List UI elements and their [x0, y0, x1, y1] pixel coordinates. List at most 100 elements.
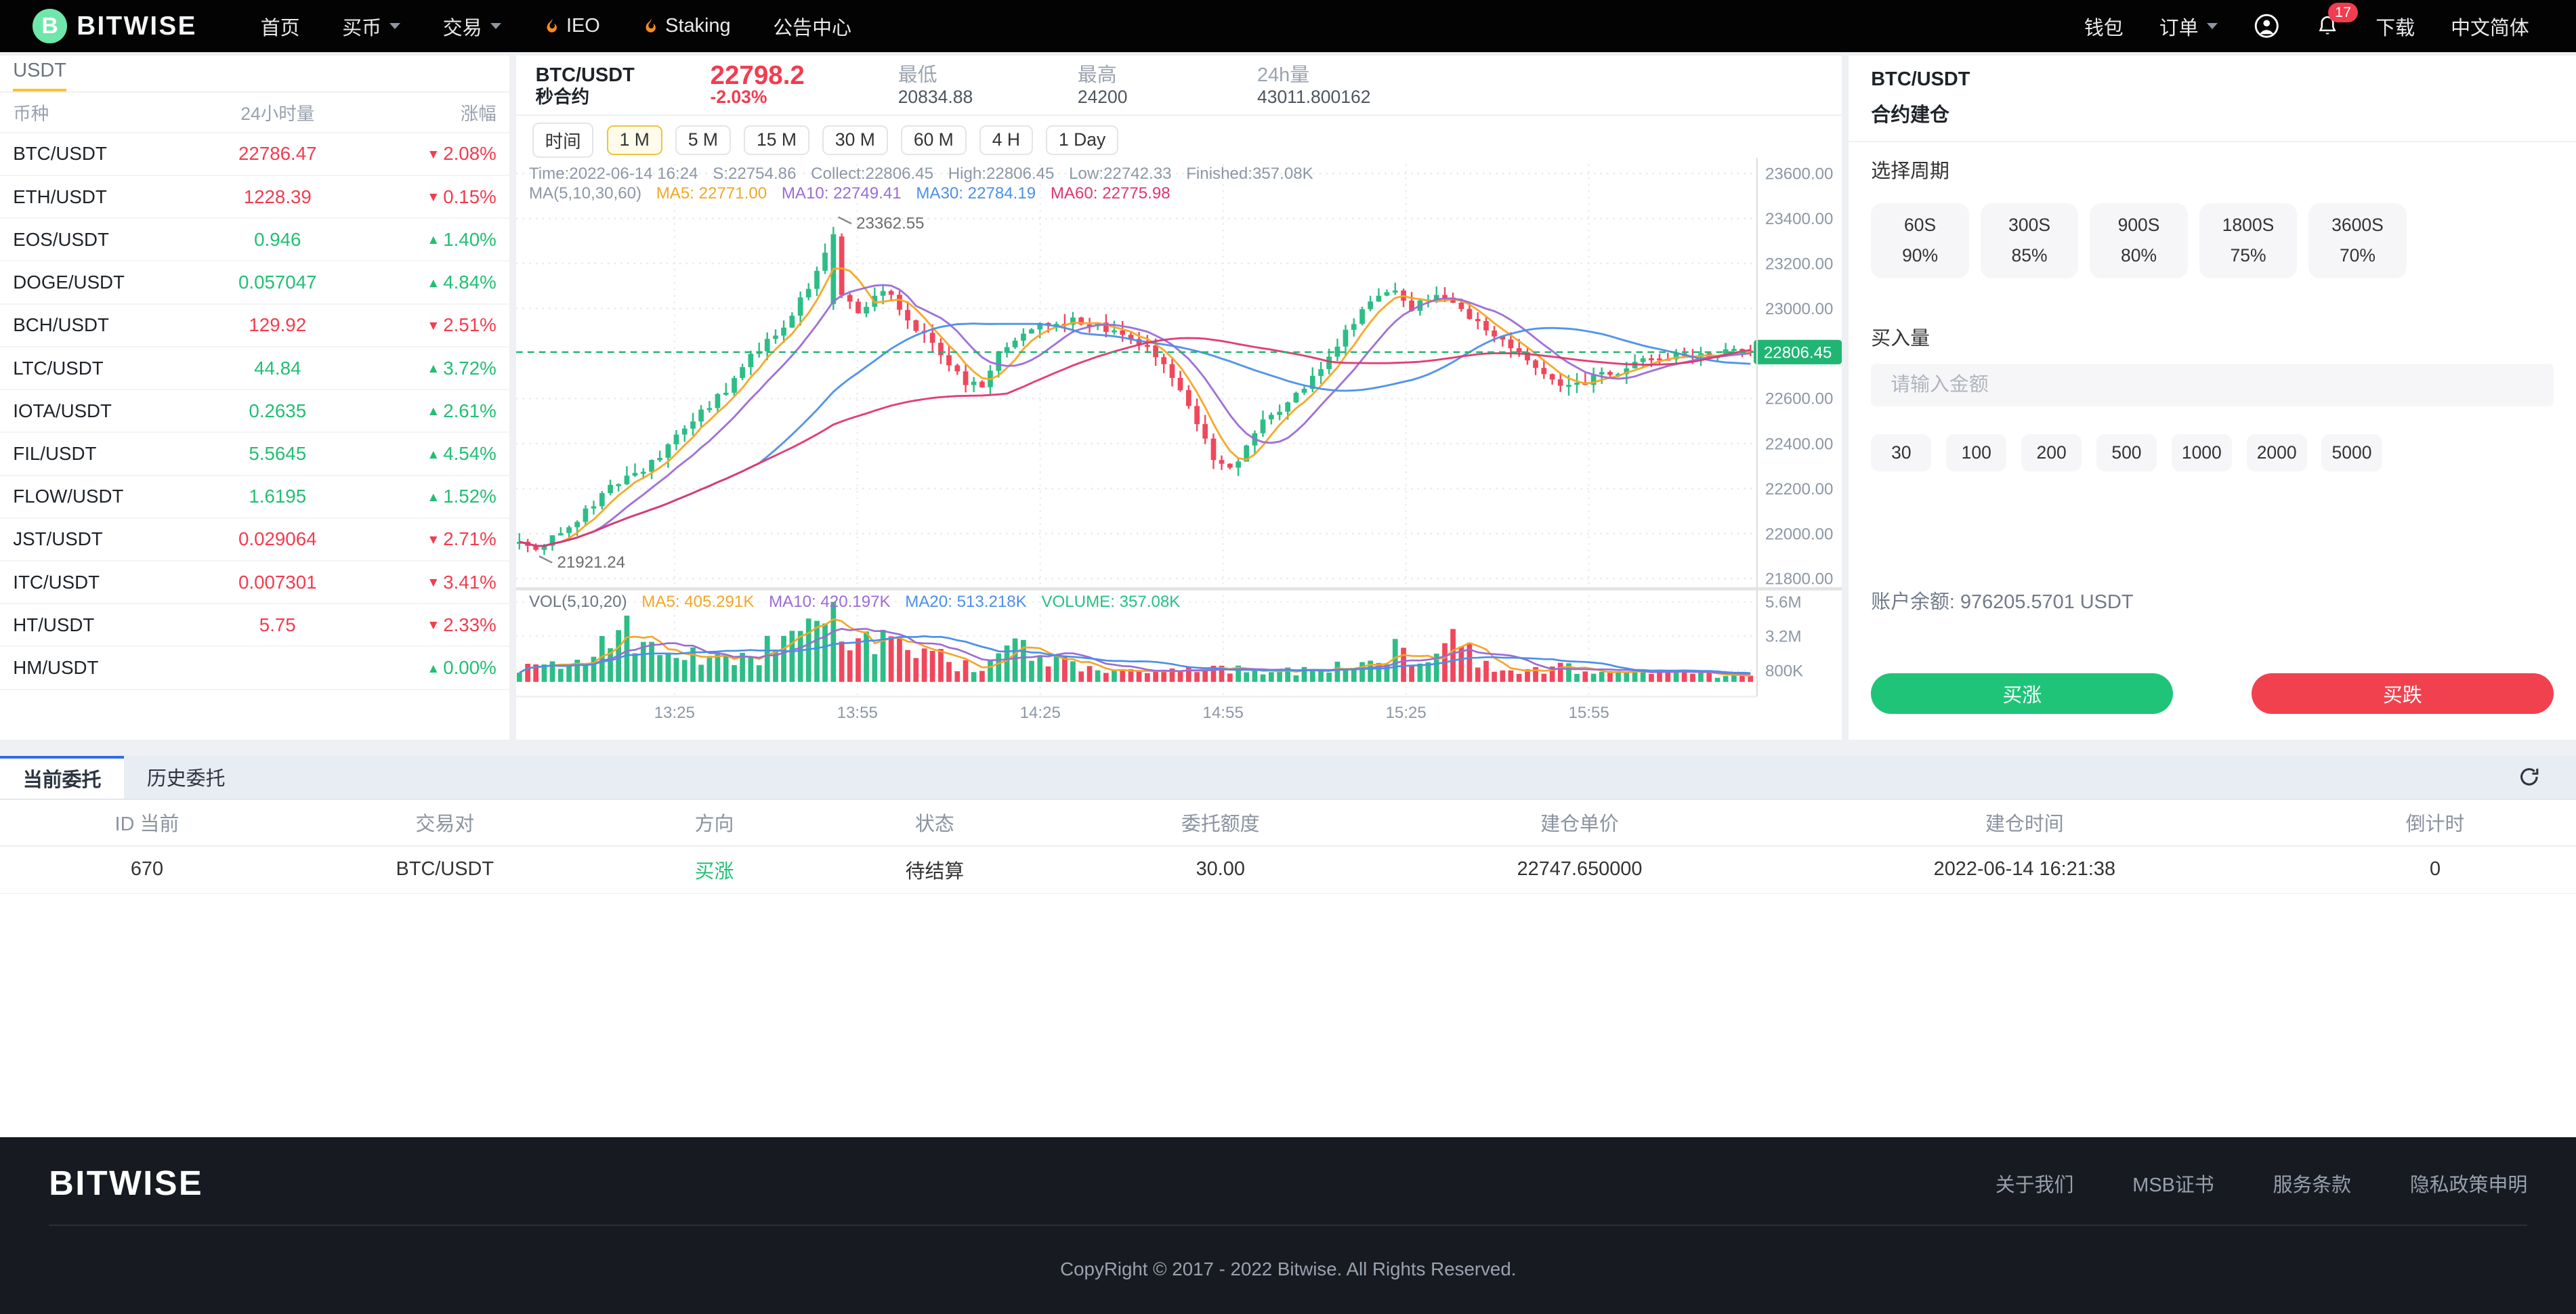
user-avatar-button[interactable] [2254, 13, 2280, 39]
user-icon [2254, 14, 2279, 39]
pair-change: ▲ 1.40% [427, 228, 497, 250]
footer-links: 关于我们 MSB证书 服务条款 隐私政策申明 [1996, 1169, 2527, 1198]
pair-name: ETH/USDT [13, 186, 107, 207]
nav-item-ieo[interactable]: IEO [543, 15, 600, 37]
amount-chip-2000[interactable]: 2000 [2246, 433, 2307, 472]
market-row-fil[interactable]: FIL/USDT 5.5645 ▲ 4.54% [0, 433, 510, 476]
tab-usdt[interactable]: USDT [13, 60, 66, 91]
market-row-eth[interactable]: ETH/USDT 1228.39 ▼ 0.15% [0, 176, 510, 219]
market-row-ltc[interactable]: LTC/USDT 44.84 ▲ 3.72% [0, 347, 510, 391]
nav-item-staking[interactable]: Staking [642, 15, 731, 37]
market-row-btc[interactable]: BTC/USDT 22786.47 ▼ 2.08% [0, 133, 510, 177]
svg-text:22200.00: 22200.00 [1765, 480, 1834, 499]
pair-change: ▲ 0.00% [427, 657, 497, 679]
interval-1m[interactable]: 1 M [606, 125, 662, 156]
market-row-doge[interactable]: DOGE/USDT 0.057047 ▲ 4.84% [0, 261, 510, 305]
chart-header: BTC/USDT 秒合约 22798.2 -2.03% 最低 20834.88 … [515, 56, 1842, 116]
amount-chip-500[interactable]: 500 [2096, 433, 2157, 472]
interval-5m[interactable]: 5 M [675, 125, 731, 156]
order-col-4: 委托额度 [1181, 813, 1260, 836]
amount-chip-200[interactable]: 200 [2021, 433, 2082, 472]
order-cell-5: 22747.650000 [1517, 858, 1643, 881]
triangle-down-icon: ▼ [427, 618, 440, 633]
refresh-button[interactable] [2518, 765, 2541, 788]
footer-link-1[interactable]: MSB证书 [2132, 1174, 2214, 1196]
market-row-flow[interactable]: FLOW/USDT 1.6195 ▲ 1.52% [0, 476, 510, 519]
price-change-pct: -2.03% [710, 86, 767, 107]
triangle-up-icon: ▲ [427, 233, 440, 248]
pair-volume: 0.946 [254, 228, 301, 250]
interval-30m[interactable]: 30 M [822, 125, 888, 156]
chart-card: BTC/USDT 秒合约 22798.2 -2.03% 最低 20834.88 … [515, 55, 1842, 740]
nav-item-wallet[interactable]: 钱包 [2084, 17, 2124, 39]
buy-up-button[interactable]: 买涨 [1871, 673, 2174, 714]
triangle-down-icon: ▼ [427, 148, 440, 162]
order-cell-2: 买涨 [694, 860, 734, 883]
volume-legend: VOL(5,10,20) MA5: 405.291K MA10: 420.197K M… [528, 592, 1181, 611]
low-label: 最低 [898, 64, 937, 87]
24h-volume-label: 24h量 [1257, 64, 1310, 87]
svg-text:3.2M: 3.2M [1765, 628, 1802, 646]
amount-chip-100[interactable]: 100 [1946, 433, 2007, 472]
footer-link-0[interactable]: 关于我们 [1995, 1174, 2074, 1196]
amount-chip-5000[interactable]: 5000 [2321, 433, 2382, 472]
interval-60m[interactable]: 60 M [900, 125, 967, 156]
pair-name: EOS/USDT [13, 228, 109, 250]
period-3600s[interactable]: 3600S 70% [2308, 203, 2407, 278]
footer-link-3[interactable]: 隐私政策申明 [2409, 1174, 2528, 1196]
nav-item-home[interactable]: 首页 [260, 17, 300, 39]
market-row-itc[interactable]: ITC/USDT 0.007301 ▼ 3.41% [0, 561, 510, 605]
period-60s[interactable]: 60S 90% [1871, 203, 1969, 278]
nav-menu-buy[interactable]: 买币 [342, 12, 401, 41]
interval-1day[interactable]: 1 Day [1046, 125, 1119, 156]
nav-item-download[interactable]: 下载 [2376, 17, 2415, 39]
period-300s[interactable]: 300S 85% [1980, 203, 2079, 278]
trade-panel: BTC/USDT 合约建仓 选择周期 60S 90% 300S 85% 900S 80% 1… [1848, 55, 2576, 740]
pair-name: LTC/USDT [13, 357, 104, 379]
market-row-ht[interactable]: HT/USDT 5.75 ▼ 2.33% [0, 604, 510, 648]
nav-menu-trade[interactable]: 交易 [443, 12, 501, 41]
order-cell-4: 30.00 [1196, 858, 1245, 881]
order-col-0: ID 当前 [114, 813, 180, 836]
order-row: 670 BTC/USDT 买涨 待结算 30.00 22747.650000 2022-06… [0, 847, 2576, 894]
notifications-button[interactable]: 17 [2315, 2, 2358, 38]
interval-label: 时间 [532, 122, 594, 158]
nav-item-announcements[interactable]: 公告中心 [773, 17, 851, 39]
panel-title: 合约建仓 [1848, 99, 2576, 142]
brand-logo[interactable]: B BITWISE [33, 9, 197, 43]
footer-link-2[interactable]: 服务条款 [2273, 1174, 2352, 1196]
amount-chip-1000[interactable]: 1000 [2171, 433, 2232, 472]
nav-menu-orders[interactable]: 订单 [2159, 12, 2218, 41]
language-selector[interactable]: 中文简体 [2451, 17, 2529, 39]
svg-text:23600.00: 23600.00 [1765, 165, 1834, 184]
market-row-bch[interactable]: BCH/USDT 129.92 ▼ 2.51% [0, 305, 510, 347]
pair-change: ▲ 3.72% [427, 357, 497, 379]
market-row-eos[interactable]: EOS/USDT 0.946 ▲ 1.40% [0, 219, 510, 262]
amount-input[interactable] [1871, 363, 2554, 406]
tab-history-orders[interactable]: 历史委托 [146, 768, 226, 790]
period-1800s[interactable]: 1800S 75% [2199, 203, 2298, 278]
pair-change: ▼ 3.41% [427, 571, 497, 593]
col-change: 涨幅 [460, 104, 497, 125]
svg-text:22000.00: 22000.00 [1765, 526, 1834, 544]
pair-volume: 5.5645 [249, 442, 307, 464]
period-options: 60S 90% 300S 85% 900S 80% 1800S 75% 3600S 70% [1871, 203, 2554, 278]
tab-current-orders[interactable]: 当前委托 [0, 755, 125, 799]
market-row-jst[interactable]: JST/USDT 0.029064 ▼ 2.71% [0, 519, 510, 561]
svg-text:14:55: 14:55 [1202, 704, 1243, 722]
pair-name: FLOW/USDT [13, 486, 124, 507]
brand-text: BITWISE [77, 11, 197, 41]
triangle-up-icon: ▲ [427, 276, 440, 291]
interval-toolbar: 时间 1 M 5 M 15 M 30 M 60 M 4 H 1 Day [516, 116, 1842, 158]
col-volume: 24小时量 [240, 104, 315, 125]
amount-chip-30[interactable]: 30 [1871, 433, 1932, 472]
market-row-hm[interactable]: HM/USDT ▲ 0.00% [0, 647, 510, 690]
market-row-iota[interactable]: IOTA/USDT 0.2635 ▲ 2.61% [0, 390, 510, 433]
low-value: 20834.88 [898, 86, 973, 107]
pair-change: ▼ 0.15% [427, 186, 497, 207]
interval-15m[interactable]: 15 M [744, 125, 809, 156]
buy-down-button[interactable]: 买跌 [2251, 673, 2554, 714]
pair-change: ▼ 2.33% [427, 614, 497, 635]
interval-4h[interactable]: 4 H [979, 125, 1033, 156]
period-900s[interactable]: 900S 80% [2090, 203, 2188, 278]
